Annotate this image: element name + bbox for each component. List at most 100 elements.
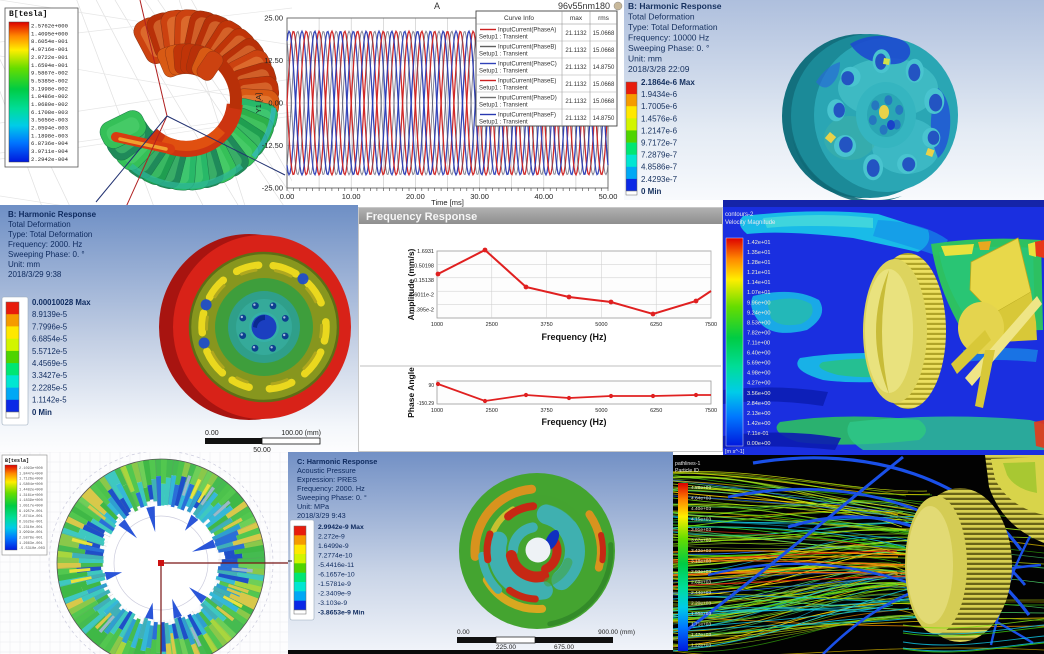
- svg-text:21.1132: 21.1132: [565, 65, 587, 71]
- svg-text:4.15e+03: 4.15e+03: [691, 517, 711, 523]
- svg-text:1.22e+03: 1.22e+03: [691, 643, 711, 649]
- svg-text:Unit: MPa: Unit: MPa: [297, 502, 330, 511]
- svg-text:-150.29: -150.29: [417, 401, 434, 407]
- svg-text:Unit: mm: Unit: mm: [628, 54, 662, 64]
- svg-text:Amplitude (mm/s): Amplitude (mm/s): [406, 248, 416, 320]
- svg-text:1.95e+03: 1.95e+03: [691, 611, 711, 617]
- svg-text:1.1142e-5: 1.1142e-5: [32, 396, 67, 405]
- svg-text:3750: 3750: [540, 322, 552, 328]
- svg-text:4.88e+03: 4.88e+03: [691, 485, 711, 491]
- svg-text:3.3427e-5: 3.3427e-5: [32, 371, 68, 380]
- svg-text:Total Deformation: Total Deformation: [628, 12, 695, 22]
- svg-text:Y1 [A]: Y1 [A]: [254, 93, 263, 113]
- svg-text:2.20e+03: 2.20e+03: [691, 601, 711, 607]
- svg-text:9.1957e-001: 9.1957e-001: [19, 510, 43, 514]
- svg-text:1.4095e+000: 1.4095e+000: [31, 30, 69, 37]
- svg-text:2018/3/28 22:09: 2018/3/28 22:09: [628, 64, 690, 74]
- svg-text:90: 90: [428, 383, 434, 389]
- svg-text:1.14e+01: 1.14e+01: [747, 280, 771, 286]
- svg-text:Frequency: 2000. Hz: Frequency: 2000. Hz: [8, 240, 82, 249]
- svg-text:7500: 7500: [705, 408, 717, 414]
- svg-text:5.2310e-001: 5.2310e-001: [19, 526, 43, 530]
- svg-text:0.00: 0.00: [280, 192, 295, 201]
- svg-text:Phase Angle: Phase Angle: [406, 367, 416, 418]
- svg-text:Time [ms]: Time [ms]: [431, 198, 464, 207]
- svg-text:15.0668: 15.0668: [593, 82, 615, 88]
- svg-text:12.50: 12.50: [264, 56, 283, 65]
- svg-text:-12.50: -12.50: [262, 141, 283, 150]
- svg-text:30.00: 30.00: [470, 192, 489, 201]
- svg-text:Setup1 : Transient: Setup1 : Transient: [479, 69, 528, 75]
- svg-text:Setup1 : Transient: Setup1 : Transient: [479, 52, 528, 58]
- svg-text:21.1132: 21.1132: [565, 48, 587, 54]
- svg-text:Setup1 : Transient: Setup1 : Transient: [479, 120, 528, 126]
- svg-text:Unit: mm: Unit: mm: [8, 260, 40, 269]
- svg-text:1.0517e+000: 1.0517e+000: [19, 504, 43, 508]
- svg-text:Sweeping Phase: 0. °: Sweeping Phase: 0. °: [297, 493, 367, 502]
- svg-text:Total Deformation: Total Deformation: [8, 220, 71, 229]
- svg-text:Sweeping Phase: 0. °: Sweeping Phase: 0. °: [8, 250, 85, 259]
- svg-text:1.7126e+000: 1.7126e+000: [19, 478, 43, 482]
- svg-text:2.69e+03: 2.69e+03: [691, 580, 711, 586]
- svg-text:9.96e+00: 9.96e+00: [747, 300, 771, 306]
- svg-text:Setup1 : Transient: Setup1 : Transient: [479, 86, 528, 92]
- svg-text:1.6594e-001: 1.6594e-001: [31, 62, 69, 69]
- svg-text:3.56e+00: 3.56e+00: [747, 391, 771, 397]
- svg-text:InputCurrent(PhaseC): InputCurrent(PhaseC): [498, 62, 557, 68]
- svg-text:Frequency (Hz): Frequency (Hz): [541, 417, 606, 427]
- svg-text:B: Harmonic Response: B: Harmonic Response: [8, 210, 97, 219]
- svg-text:1.47e+03: 1.47e+03: [691, 632, 711, 638]
- svg-text:7.7996e-5: 7.7996e-5: [32, 322, 68, 331]
- svg-text:2.13e+00: 2.13e+00: [747, 411, 771, 417]
- svg-text:10.00: 10.00: [342, 192, 361, 201]
- svg-text:6250: 6250: [650, 408, 662, 414]
- svg-text:rms: rms: [598, 15, 610, 22]
- svg-text:14.8750: 14.8750: [593, 116, 615, 122]
- svg-text:1.42e+01: 1.42e+01: [747, 240, 771, 246]
- svg-text:21.1132: 21.1132: [565, 82, 587, 88]
- svg-text:9.5867e-002: 9.5867e-002: [31, 70, 68, 77]
- svg-text:1.42e+00: 1.42e+00: [747, 421, 771, 427]
- svg-text:2.5878e-001: 2.5878e-001: [19, 537, 43, 541]
- svg-text:4.6011e-2: 4.6011e-2: [410, 293, 434, 299]
- svg-text:0 Min: 0 Min: [32, 408, 52, 417]
- svg-text:5.5385e-002: 5.5385e-002: [31, 77, 68, 84]
- svg-text:InputCurrent(PhaseD): InputCurrent(PhaseD): [498, 96, 557, 102]
- svg-text:1.28e+01: 1.28e+01: [747, 260, 771, 266]
- svg-text:2.44e+03: 2.44e+03: [691, 590, 711, 596]
- svg-text:7.11e-01: 7.11e-01: [747, 431, 769, 437]
- svg-text:contours-2: contours-2: [725, 212, 754, 218]
- svg-text:0.15138: 0.15138: [414, 278, 434, 284]
- svg-text:2.93e+03: 2.93e+03: [691, 569, 711, 575]
- svg-text:max: max: [570, 15, 583, 22]
- svg-text:Frequency: 10000 Hz: Frequency: 10000 Hz: [628, 33, 709, 43]
- svg-text:B[tesla]: B[tesla]: [9, 10, 47, 19]
- svg-text:2018/3/29 9:43: 2018/3/29 9:43: [297, 511, 346, 520]
- svg-text:Frequency Response: Frequency Response: [366, 211, 477, 223]
- svg-text:2.272e-9: 2.272e-9: [318, 534, 345, 541]
- svg-text:2.4293e-7: 2.4293e-7: [641, 175, 678, 184]
- svg-text:1.8486e-002: 1.8486e-002: [31, 93, 68, 100]
- svg-text:Type: Total Deformation: Type: Total Deformation: [628, 22, 718, 32]
- svg-text:4.8586e-7: 4.8586e-7: [641, 163, 678, 172]
- svg-text:InputCurrent(PhaseE): InputCurrent(PhaseE): [498, 79, 556, 85]
- svg-text:15.0668: 15.0668: [593, 48, 615, 54]
- svg-text:1.4576e-6: 1.4576e-6: [641, 114, 678, 123]
- svg-text:6250: 6250: [650, 322, 662, 328]
- svg-text:5.69e+00: 5.69e+00: [747, 361, 771, 367]
- svg-text:1.6499e-9: 1.6499e-9: [318, 543, 349, 550]
- svg-text:1000: 1000: [431, 322, 443, 328]
- svg-text:21.1132: 21.1132: [565, 116, 587, 122]
- svg-text:2.9942e-9 Max: 2.9942e-9 Max: [318, 524, 364, 531]
- svg-text:1.7005e-6: 1.7005e-6: [641, 102, 678, 111]
- svg-text:50.00: 50.00: [599, 192, 618, 201]
- svg-text:7.2879e-7: 7.2879e-7: [641, 151, 678, 160]
- svg-text:Sweeping Phase: 0. °: Sweeping Phase: 0. °: [628, 43, 709, 53]
- svg-text:1.71e+03: 1.71e+03: [691, 622, 711, 628]
- svg-text:9.7172e-7: 9.7172e-7: [641, 139, 678, 148]
- svg-text:-2.3409e-9: -2.3409e-9: [318, 591, 351, 598]
- svg-text:5000: 5000: [595, 408, 607, 414]
- svg-text:96v55nm180: 96v55nm180: [558, 1, 610, 11]
- svg-text:6.1708e-003: 6.1708e-003: [31, 109, 68, 116]
- svg-text:21.1132: 21.1132: [565, 99, 587, 105]
